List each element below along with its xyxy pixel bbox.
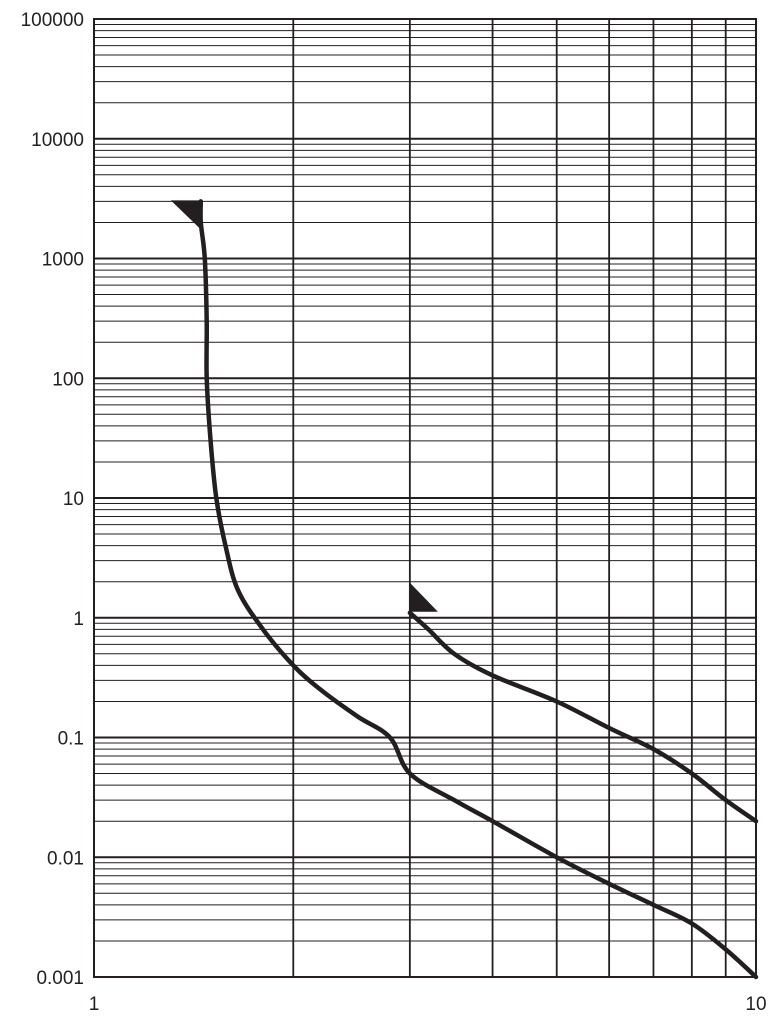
y-tick-label: 100: [52, 369, 84, 390]
y-tick-label: 1: [73, 609, 84, 630]
x-tick-label: 1: [89, 994, 100, 1015]
plot-frame: [93, 18, 757, 978]
grid: [94, 19, 756, 978]
x-tick-label: 10: [745, 994, 766, 1015]
series-1-line: [198, 199, 759, 980]
y-tick-label: 10: [63, 489, 84, 510]
y-tick-label: 0.1: [58, 729, 84, 750]
series-2-line: [407, 610, 759, 824]
y-tick-label: 0.001: [36, 968, 84, 989]
y-tick-label: 1000: [42, 250, 84, 271]
y-tick-label: 10000: [31, 130, 84, 151]
series-2-start-marker: [409, 582, 438, 612]
curves: [170, 199, 759, 980]
y-tick-label: 100000: [21, 10, 84, 31]
series-1-start-marker: [170, 200, 201, 230]
y-tick-label: 0.01: [47, 848, 84, 869]
